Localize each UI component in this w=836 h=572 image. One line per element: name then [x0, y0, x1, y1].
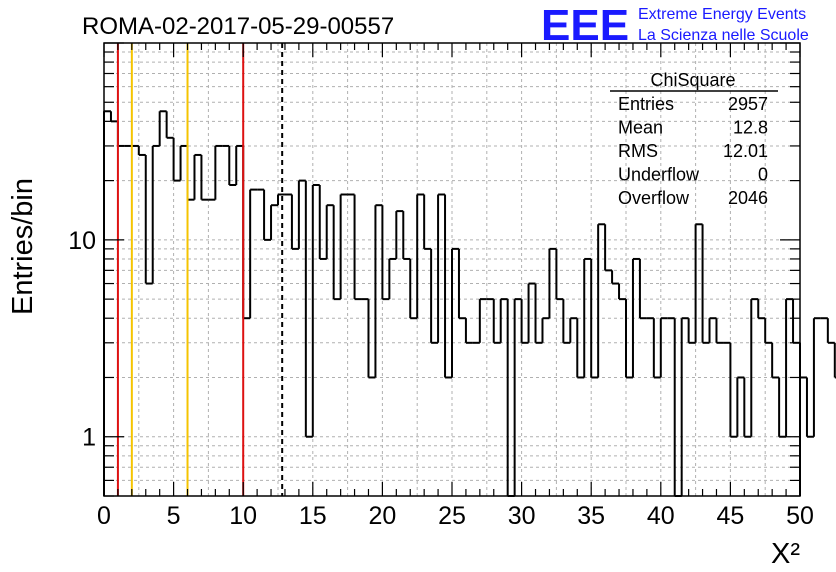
- stats-row-value: 2046: [728, 188, 768, 208]
- x-tick-label: 25: [438, 502, 466, 530]
- chart-title: ROMA-02-2017-05-29-00557: [82, 13, 394, 40]
- x-tick-label: 0: [97, 502, 111, 530]
- x-axis-ticks: 0 5 10 15 20 25 30 35 40 45 50: [97, 43, 814, 530]
- stats-row-label: Overflow: [618, 188, 690, 208]
- y-axis-ticks: 1 10: [68, 42, 800, 497]
- x-tick-label: 20: [368, 502, 396, 530]
- logo-line-1: Extreme Energy Events: [638, 6, 806, 23]
- x-tick-label: 45: [716, 502, 744, 530]
- histogram-steps: [103, 110, 836, 497]
- stats-box-title: ChiSquare: [650, 70, 735, 90]
- stats-row-value: 0: [758, 165, 768, 185]
- x-tick-label: 40: [647, 502, 675, 530]
- logo-line-2: La Scienza nelle Scuole: [638, 27, 809, 44]
- reference-lines: [116, 43, 284, 496]
- stats-box: ChiSquare Entries 2957 Mean 12.8 RMS 12.01 Und…: [610, 70, 778, 208]
- stats-row-label: Entries: [618, 94, 674, 114]
- stats-row-value: 12.8: [733, 118, 768, 138]
- y-axis-title: Entries/bin: [7, 178, 39, 315]
- stats-row-label: Underflow: [618, 165, 700, 185]
- x-tick-label: 15: [299, 502, 327, 530]
- logo-mark: EEE: [541, 1, 629, 50]
- x-tick-label: 50: [786, 502, 814, 530]
- x-tick-label: 10: [229, 502, 257, 530]
- stats-row-value: 12.01: [723, 141, 768, 161]
- x-tick-label: 35: [577, 502, 605, 530]
- stats-row-value: 2957: [728, 94, 768, 114]
- eee-logo: EEE Extreme Energy Events La Scienza nel…: [541, 1, 809, 50]
- y-tick-label: 1: [82, 424, 96, 452]
- y-tick-label: 10: [68, 227, 96, 255]
- stats-row-label: RMS: [618, 141, 658, 161]
- stats-row-label: Mean: [618, 118, 663, 138]
- x-tick-label: 30: [508, 502, 536, 530]
- x-axis-title: X²: [771, 538, 800, 570]
- x-tick-label: 5: [167, 502, 181, 530]
